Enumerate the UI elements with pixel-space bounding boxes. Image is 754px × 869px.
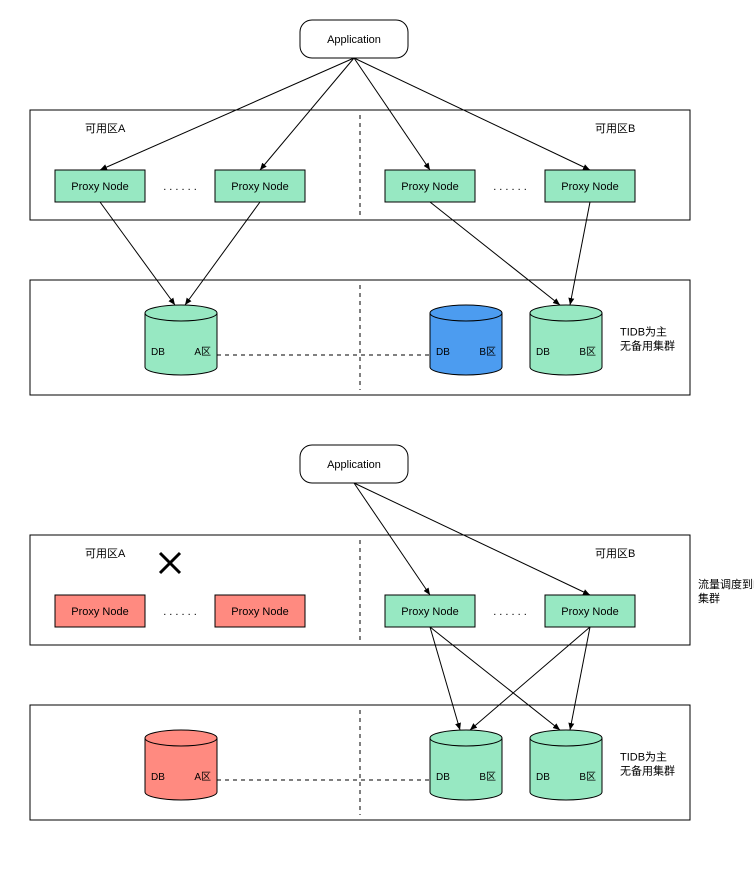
- arrow: [430, 202, 560, 305]
- proxy-node: Proxy Node: [545, 170, 635, 202]
- svg-text:Proxy Node: Proxy Node: [71, 606, 128, 618]
- ellipsis: . . . . . .: [493, 606, 527, 618]
- zone-b-label: 可用区B: [595, 548, 635, 560]
- zone-b-label: 可用区B: [595, 123, 635, 135]
- db-annotation: TIDB为主: [620, 751, 667, 764]
- architecture-diagram: Application 可用区A 可用区B Proxy Node Proxy Node P…: [0, 0, 754, 869]
- svg-text:Proxy Node: Proxy Node: [401, 606, 458, 618]
- arrow: [354, 483, 590, 595]
- arrow: [100, 202, 175, 305]
- svg-text:集群: 集群: [698, 591, 720, 605]
- db-annotation: TIDB为主: [620, 326, 667, 339]
- proxy-node: Proxy Node: [215, 595, 305, 627]
- arrow: [260, 58, 354, 170]
- svg-text:Application: Application: [327, 459, 381, 471]
- application-node: Application: [300, 445, 408, 483]
- ellipsis: . . . . . .: [493, 181, 527, 193]
- arrow: [470, 627, 590, 730]
- arrow: [570, 202, 590, 305]
- db-cylinder: DB B区: [430, 730, 502, 800]
- svg-text:Proxy Node: Proxy Node: [71, 181, 128, 193]
- zone-a-label: 可用区A: [85, 548, 126, 560]
- svg-text:B区: B区: [479, 346, 496, 358]
- svg-text:DB: DB: [151, 772, 165, 783]
- arrow: [354, 58, 590, 170]
- arrow: [354, 58, 430, 170]
- svg-text:DB: DB: [536, 772, 550, 783]
- db-cylinder: DB B区: [530, 730, 602, 800]
- diagram-group: Application 可用区A 可用区B Proxy Node Proxy Node P…: [30, 20, 690, 395]
- diagram-group: Application 可用区A 可用区B Proxy Node Proxy Node P…: [30, 445, 754, 820]
- side-annotation: 流量调度到B: [698, 577, 754, 591]
- db-cylinder: DB A区: [145, 305, 217, 375]
- svg-text:无备用集群: 无备用集群: [620, 764, 675, 778]
- proxy-node: Proxy Node: [545, 595, 635, 627]
- failed-icon: [160, 553, 180, 573]
- ellipsis: . . . . . .: [163, 606, 197, 618]
- svg-text:B区: B区: [579, 771, 596, 783]
- svg-text:DB: DB: [436, 347, 450, 358]
- proxy-node: Proxy Node: [215, 170, 305, 202]
- proxy-node: Proxy Node: [55, 595, 145, 627]
- svg-text:DB: DB: [151, 347, 165, 358]
- svg-text:Proxy Node: Proxy Node: [561, 181, 618, 193]
- arrow: [100, 58, 354, 170]
- svg-text:B区: B区: [479, 771, 496, 783]
- proxy-node: Proxy Node: [55, 170, 145, 202]
- svg-text:A区: A区: [194, 771, 211, 783]
- svg-text:无备用集群: 无备用集群: [620, 339, 675, 353]
- svg-text:Application: Application: [327, 34, 381, 46]
- svg-text:DB: DB: [536, 347, 550, 358]
- svg-text:B区: B区: [579, 346, 596, 358]
- svg-text:Proxy Node: Proxy Node: [231, 181, 288, 193]
- zone-a-label: 可用区A: [85, 123, 126, 135]
- ellipsis: . . . . . .: [163, 181, 197, 193]
- arrow: [185, 202, 260, 305]
- proxy-node: Proxy Node: [385, 595, 475, 627]
- svg-text:Proxy Node: Proxy Node: [561, 606, 618, 618]
- arrow: [354, 483, 430, 595]
- arrow: [570, 627, 590, 730]
- db-cylinder: DB A区: [145, 730, 217, 800]
- svg-text:Proxy Node: Proxy Node: [231, 606, 288, 618]
- svg-text:DB: DB: [436, 772, 450, 783]
- db-cylinder: DB B区: [530, 305, 602, 375]
- svg-text:A区: A区: [194, 346, 211, 358]
- db-cylinder: DB B区: [430, 305, 502, 375]
- arrow: [430, 627, 560, 730]
- svg-text:Proxy Node: Proxy Node: [401, 181, 458, 193]
- arrow: [430, 627, 460, 730]
- proxy-node: Proxy Node: [385, 170, 475, 202]
- application-node: Application: [300, 20, 408, 58]
